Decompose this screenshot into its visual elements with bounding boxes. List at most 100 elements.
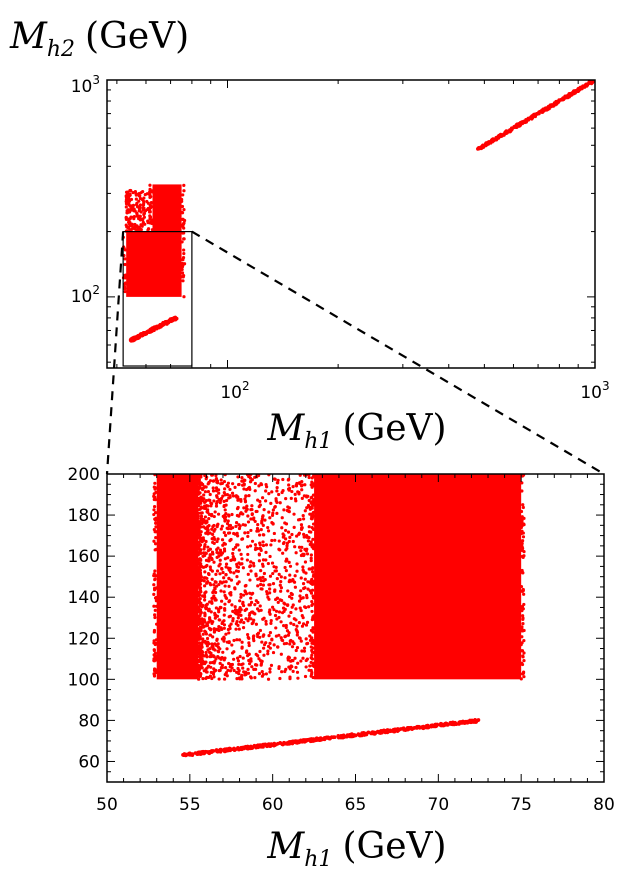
scatter-point — [196, 579, 201, 583]
scatter-point — [464, 719, 469, 724]
scatter-point — [204, 477, 208, 481]
scatter-point — [298, 594, 302, 598]
scatter-point — [148, 187, 152, 191]
scatter-point — [271, 522, 275, 526]
scatter-point — [222, 541, 226, 545]
scatter-point — [257, 609, 261, 613]
scatter-point — [129, 228, 133, 232]
scatter-point — [300, 483, 304, 487]
scatter-point — [201, 637, 205, 641]
scatter-point — [125, 211, 129, 215]
scatter-point — [223, 606, 227, 611]
scatter-point — [200, 496, 204, 501]
scatter-point — [153, 608, 157, 612]
scatter-dense-core — [152, 184, 182, 232]
scatter-point — [203, 500, 207, 504]
scatter-point — [153, 542, 158, 546]
scatter-point — [293, 574, 297, 578]
scatter-point — [128, 188, 132, 193]
scatter-point — [182, 218, 187, 223]
scatter-point — [141, 206, 145, 210]
scatter-point — [290, 645, 295, 649]
scatter-point — [299, 608, 303, 613]
scatter-point — [225, 498, 229, 503]
scatter-point — [294, 627, 298, 632]
scatter-point — [310, 577, 314, 581]
scatter-point — [215, 569, 220, 573]
scatter-dense-core — [156, 474, 199, 680]
scatter-point — [556, 99, 560, 104]
scatter-point — [153, 654, 157, 658]
scatter-point — [246, 530, 250, 535]
scatter-point — [253, 543, 258, 547]
scatter-point — [152, 505, 157, 509]
scatter-point — [235, 638, 239, 642]
scatter-point — [302, 586, 306, 591]
scatter-point — [205, 510, 209, 514]
top-xlabel: Mh1 (GeV) — [266, 408, 446, 454]
scatter-point — [311, 537, 315, 541]
scatter-point — [203, 474, 207, 478]
scatter-point — [272, 477, 277, 481]
scatter-point — [181, 279, 185, 283]
scatter-point — [202, 506, 206, 510]
bottom-ytick-label: 160 — [68, 547, 100, 567]
top-ylabel-symbol: M — [9, 16, 48, 57]
scatter-point — [546, 104, 551, 109]
scatter-point — [279, 636, 283, 640]
scatter-point — [287, 740, 291, 744]
scatter-point — [204, 650, 208, 655]
scatter-point — [141, 220, 145, 224]
scatter-point — [521, 503, 525, 507]
top-panel: Mh2 (GeV) 102 103 102 103 Mh1 (GeV) — [9, 16, 610, 454]
scatter-point — [196, 633, 200, 638]
scatter-point — [245, 504, 249, 508]
scatter-point — [197, 500, 201, 505]
scatter-point — [197, 525, 201, 529]
scatter-point — [228, 626, 232, 631]
scatter-point — [147, 329, 152, 334]
scatter-point — [123, 257, 127, 261]
scatter-point — [299, 639, 303, 643]
scatter-point — [261, 575, 265, 580]
scatter-point — [241, 479, 245, 483]
scatter-point — [250, 507, 254, 512]
scatter-point — [232, 571, 236, 575]
scatter-point — [204, 485, 208, 489]
scatter-point — [218, 572, 222, 576]
scatter-point — [224, 632, 228, 636]
scatter-point — [215, 494, 219, 498]
scatter-point — [257, 559, 262, 563]
scatter-point — [300, 488, 304, 492]
scatter-point — [201, 486, 206, 490]
scatter-point — [283, 741, 288, 746]
scatter-point — [222, 590, 226, 594]
scatter-point — [256, 577, 260, 581]
scatter-point — [291, 485, 295, 489]
scatter-point — [296, 661, 300, 665]
scatter-point — [137, 191, 141, 196]
scatter-point — [220, 538, 225, 542]
scatter-point — [265, 485, 269, 489]
scatter-point — [123, 282, 127, 286]
scatter-point — [130, 222, 134, 226]
scatter-point — [253, 489, 257, 493]
scatter-point — [269, 501, 273, 506]
scatter-point — [229, 578, 234, 582]
scatter-point — [310, 495, 314, 499]
scatter-point — [255, 529, 259, 533]
scatter-point — [310, 514, 314, 519]
scatter-point — [250, 665, 254, 669]
scatter-point — [230, 512, 234, 517]
scatter-point — [298, 606, 302, 610]
scatter-point — [226, 527, 230, 531]
scatter-point — [206, 489, 211, 494]
scatter-point — [560, 96, 565, 101]
scatter-point — [199, 656, 203, 661]
scatter-point — [197, 566, 201, 570]
scatter-point — [248, 662, 252, 666]
scatter-point — [214, 580, 218, 584]
scatter-point — [134, 197, 138, 201]
scatter-point — [211, 486, 215, 490]
scatter-point — [216, 512, 221, 516]
